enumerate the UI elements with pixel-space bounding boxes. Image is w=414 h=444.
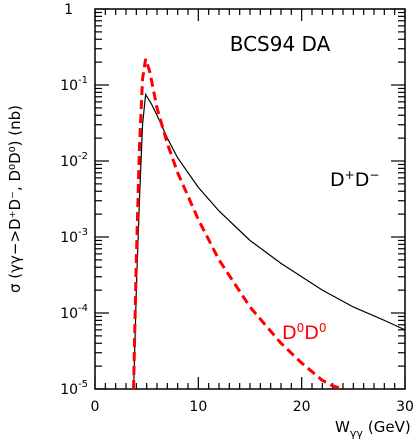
label-dzero-sup2: 0	[319, 321, 327, 335]
label-dplus-d1: D	[330, 169, 345, 191]
x-tick-label: 0	[91, 399, 100, 415]
series-dzero-line	[132, 58, 344, 391]
y-tick-label: 1	[64, 2, 73, 18]
y-tick-label: 10-4	[60, 303, 88, 322]
series-dplus-line	[133, 92, 406, 390]
chart-title: BCS94 DA	[230, 32, 331, 56]
x-tick-label: 30	[396, 399, 414, 415]
y-tick-label: 10-1	[60, 75, 88, 94]
label-dzero-d2: D	[304, 322, 319, 344]
y-tick-label: 10-2	[60, 151, 88, 170]
x-axis-title-unit: (GeV)	[368, 418, 411, 436]
label-d0-d0bar: D0D0	[282, 321, 327, 344]
axis-tick-labels: 0 10 20 30 10-5 10-4 10-3 10-2 10-1 1	[60, 2, 414, 415]
plot-frame	[94, 8, 406, 390]
y-axis-title: σ (γγ−>D⁺D⁻, D⁰D⁰) (nb)	[6, 105, 24, 293]
y-tick-label: 10-5	[60, 379, 88, 398]
label-dplus-sup2: −	[369, 168, 379, 182]
x-tick-label: 20	[293, 399, 311, 415]
label-dzero-sup1: 0	[297, 321, 305, 335]
x-axis-title-sub: γγ	[350, 427, 364, 440]
label-dzero-d1: D	[282, 322, 297, 344]
label-dplus-d2: D	[355, 169, 370, 191]
x-tick-label: 10	[189, 399, 207, 415]
label-dplus-dminus: D+D−	[330, 168, 379, 191]
y-tick-label: 10-3	[60, 227, 88, 246]
label-dplus-sup1: +	[345, 168, 355, 182]
x-axis-title-w: W	[335, 418, 350, 436]
x-axis-title: Wγγ (GeV)	[335, 418, 411, 440]
axis-ticks	[94, 8, 406, 390]
